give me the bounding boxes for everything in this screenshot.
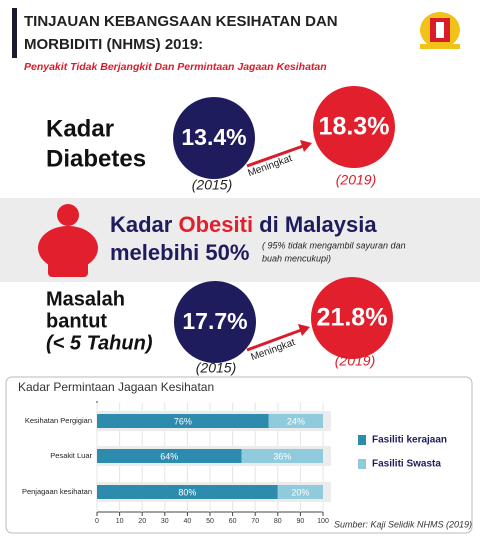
x-tick-label: 60 <box>229 518 237 525</box>
value-label: 76% <box>174 416 192 426</box>
title: MORBIDITI (NHMS) 2019: <box>24 36 203 53</box>
x-tick-label: 90 <box>297 518 305 525</box>
bar <box>268 414 323 428</box>
obesity-title: Kadar Obesiti di Malaysia <box>110 212 377 237</box>
legend-swatch <box>358 435 366 445</box>
stat: 21.8% <box>317 304 388 332</box>
x-tick-label: 50 <box>206 518 214 525</box>
circle <box>173 97 255 179</box>
year: (2015) <box>196 360 236 376</box>
chart: 0 10 20 30 40 50 60 70 80 90 100 Kesihatan Pergigia… <box>22 403 447 525</box>
stat: 17.7% <box>182 308 247 334</box>
x-tick-label: 30 <box>161 518 169 525</box>
circle <box>313 86 395 168</box>
label: Kadar <box>46 115 114 142</box>
circle <box>174 281 256 363</box>
bar <box>277 485 323 499</box>
label: (< 5 Tahun) <box>46 332 153 354</box>
chart-title: Kadar Permintaan Jagaan Kesihatan <box>18 380 214 394</box>
value-label: 64% <box>160 451 178 461</box>
label: bantut <box>46 310 107 332</box>
header-bar <box>12 8 17 58</box>
year: (2019) <box>336 172 376 188</box>
arrow <box>246 140 312 168</box>
bar <box>97 414 269 428</box>
subtitle: Penyakit Tidak Berjangkit Dan Permintaan… <box>24 61 327 73</box>
label: Masalah <box>46 288 125 310</box>
legend-label: Fasiliti Swasta <box>372 459 441 470</box>
circle <box>311 277 393 359</box>
bar <box>97 449 242 463</box>
x-tick-label: 20 <box>138 518 146 525</box>
obesity-value: melebihi 50% <box>110 240 249 265</box>
x-tick-label: 100 <box>317 518 329 525</box>
value-label: 36% <box>273 451 291 461</box>
note: buah mencukupi) <box>262 253 331 263</box>
x-tick-label: 10 <box>116 518 124 525</box>
source: Sumber: Kaji Selidik NHMS (2019) <box>334 519 472 529</box>
arrow <box>246 324 310 352</box>
x-tick-label: 0 <box>95 518 99 525</box>
y-tick-label: Kesihatan Pergigian <box>25 416 92 425</box>
value-label: 24% <box>287 416 305 426</box>
value-label: 80% <box>178 487 196 497</box>
label: Diabetes <box>46 145 146 172</box>
legend-label: Fasiliti kerajaan <box>372 435 447 446</box>
x-tick-label: 80 <box>274 518 282 525</box>
y-tick-label: Pesakit Luar <box>50 451 92 460</box>
note: ( 95% tidak mengambil sayuran dan <box>262 240 406 250</box>
value-label: 20% <box>291 487 309 497</box>
obesity-icon <box>38 204 98 277</box>
x-tick-label: 70 <box>251 518 259 525</box>
crest <box>420 12 460 49</box>
year: (2015) <box>192 177 232 193</box>
x-tick-label: 40 <box>184 518 192 525</box>
y-tick-label: Penjagaan kesihatan <box>22 487 92 496</box>
year: (2019) <box>335 353 375 369</box>
stat: 13.4% <box>181 124 246 150</box>
bar <box>97 485 278 499</box>
bar <box>241 449 323 463</box>
text: di Malaysia <box>253 212 377 237</box>
legend-swatch <box>358 459 366 469</box>
text: Kadar <box>110 212 178 237</box>
stat: 18.3% <box>319 113 390 141</box>
text: Obesiti <box>178 212 253 237</box>
title: TINJAUAN KEBANGSAAN KESIHATAN DAN <box>24 13 338 30</box>
